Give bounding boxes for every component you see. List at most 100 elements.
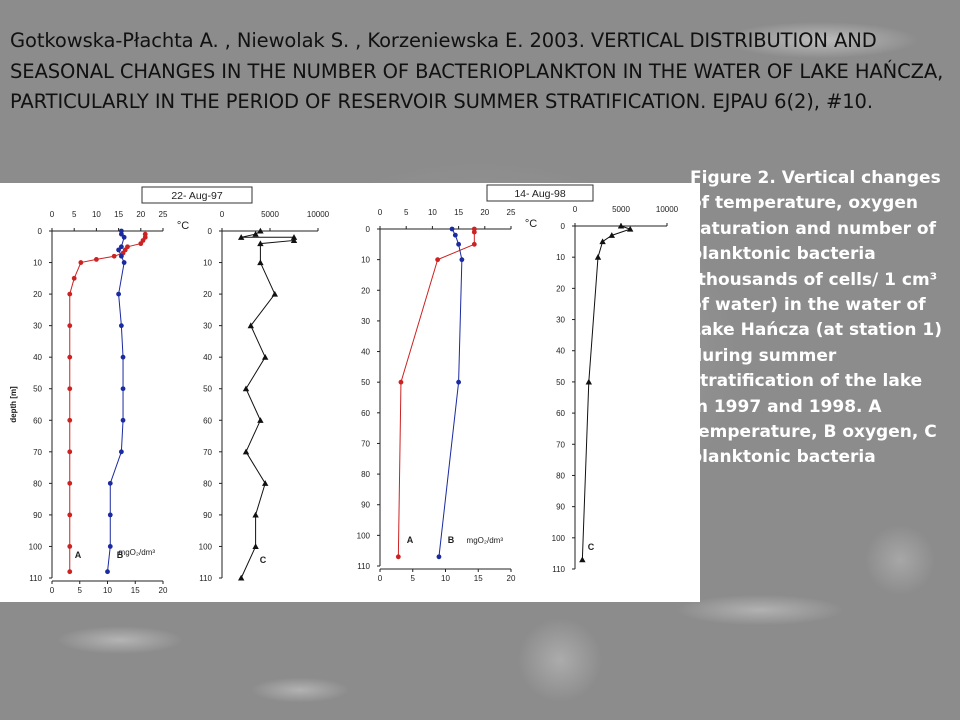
bottom-axis-unit-label: mgO₂/dm³: [119, 548, 156, 557]
y-tick-label: 90: [203, 511, 212, 520]
data-point-c: [252, 230, 259, 237]
y-tick-label: 80: [556, 471, 565, 480]
y-tick-label: 20: [556, 284, 565, 293]
data-point-a: [67, 354, 73, 360]
y-tick-label: 100: [552, 534, 566, 543]
y-tick-label: 110: [199, 574, 212, 583]
y-tick-label: 60: [203, 416, 212, 425]
top-x-tick-label: 15: [114, 210, 123, 219]
y-tick-label: 60: [33, 416, 42, 425]
data-point-a: [471, 241, 477, 247]
data-point-c: [617, 222, 625, 229]
data-point-a: [471, 229, 477, 235]
chart-title-box: [486, 184, 594, 202]
data-point-c: [290, 237, 298, 244]
top-x-tick-label: 20: [136, 210, 145, 219]
series-line-c: [240, 230, 295, 579]
data-point-c: [238, 574, 245, 581]
bottom-axis-unit-label: mgO₂/dm³: [467, 536, 504, 545]
top-axis-unit-label: °C: [525, 218, 537, 230]
data-point-b: [436, 554, 442, 560]
series-line-b: [107, 231, 125, 572]
data-point-b: [449, 226, 455, 232]
series-label-a: A: [75, 550, 82, 560]
data-point-c: [579, 556, 586, 563]
y-axis-label: depth [m]: [9, 386, 18, 423]
y-tick-label: 80: [33, 479, 42, 488]
y-tick-label: 100: [29, 542, 43, 551]
top-x-tick-label: 10000: [307, 210, 330, 219]
data-point-a: [67, 449, 73, 455]
y-tick-label: 90: [361, 501, 370, 510]
series-label-a: A: [407, 535, 414, 545]
data-point-a: [395, 554, 401, 560]
y-tick-label: 110: [357, 562, 370, 571]
bottom-x-tick-label: 0: [378, 574, 383, 583]
data-point-c: [252, 511, 259, 518]
y-tick-label: 20: [203, 290, 212, 299]
y-tick-label: 40: [33, 353, 42, 362]
bottom-x-tick-label: 15: [131, 586, 140, 595]
y-tick-label: 40: [556, 347, 565, 356]
data-point-c: [247, 322, 254, 329]
y-tick-label: 90: [33, 511, 42, 520]
data-point-b: [120, 417, 126, 423]
data-point-c: [627, 225, 634, 232]
y-tick-label: 0: [38, 227, 43, 236]
chart-title-box: [141, 186, 253, 204]
data-point-c: [608, 232, 615, 238]
y-tick-label: 60: [361, 409, 370, 418]
series-label-c: C: [260, 555, 267, 565]
data-point-c: [599, 238, 606, 245]
y-tick-label: 30: [556, 316, 565, 325]
data-point-b: [121, 260, 127, 265]
bottom-x-tick-label: 5: [411, 574, 416, 583]
data-point-c: [257, 227, 264, 234]
series-line-c: [581, 225, 632, 560]
top-x-tick-label: 20: [480, 208, 489, 217]
data-point-c: [238, 234, 245, 240]
top-x-tick-label: 25: [507, 208, 516, 217]
series-line-a: [69, 234, 146, 572]
figure-panel: 22- Aug-97 0 10 20 30 40 50 60 70 80 90 100 110 0 5 10 1…: [0, 183, 700, 602]
data-point-c: [252, 543, 259, 550]
series-label-b: B: [448, 535, 455, 545]
data-point-c: [242, 448, 250, 455]
citation-text: Gotkowska-Płachta A. , Niewolak S. , Kor…: [10, 29, 944, 113]
bottom-x-tick-label: 15: [474, 574, 483, 583]
y-tick-label: 110: [29, 574, 42, 583]
y-tick-label: 0: [561, 222, 566, 231]
data-point-b: [107, 512, 113, 518]
y-tick-label: 10: [33, 259, 42, 268]
bottom-x-tick-label: 20: [159, 586, 168, 595]
data-point-b: [459, 257, 465, 263]
data-point-a: [67, 544, 73, 549]
bottom-x-tick-label: 10: [441, 574, 450, 583]
bottom-x-tick-label: 20: [507, 574, 516, 583]
data-point-c: [271, 290, 278, 297]
y-tick-label: 70: [33, 448, 42, 457]
y-tick-label: 110: [552, 565, 565, 574]
y-tick-label: 10: [361, 256, 370, 265]
data-point-b: [120, 386, 126, 392]
y-tick-label: 0: [208, 227, 213, 236]
top-x-tick-label: 0: [220, 210, 225, 219]
data-point-a: [67, 569, 73, 575]
data-point-a: [138, 241, 144, 247]
y-tick-label: 80: [203, 479, 212, 488]
data-point-c: [257, 259, 264, 266]
y-tick-label: 70: [203, 448, 212, 457]
data-point-a: [67, 512, 73, 518]
data-point-b: [456, 241, 461, 247]
data-point-c: [262, 480, 269, 486]
data-point-a: [67, 417, 73, 423]
y-tick-label: 0: [366, 225, 371, 234]
chart-title: 14- Aug-98: [514, 188, 566, 200]
y-tick-label: 30: [203, 322, 212, 331]
data-point-a: [67, 291, 73, 297]
data-point-a: [398, 379, 404, 385]
series-line-a: [397, 229, 475, 557]
figure-caption: Figure 2. Vertical changes of temperatur…: [690, 168, 943, 468]
y-tick-label: 20: [33, 290, 42, 299]
